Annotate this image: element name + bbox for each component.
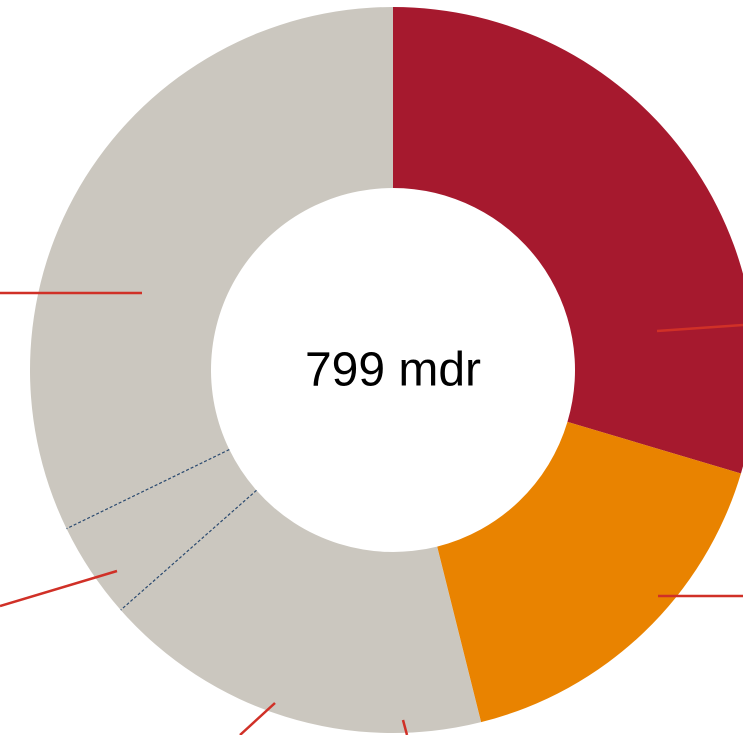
leader-line bbox=[0, 569, 118, 608]
segment-separator bbox=[120, 489, 257, 611]
donut-segment bbox=[29, 7, 393, 529]
donut-segment bbox=[437, 421, 741, 723]
leader-line bbox=[401, 719, 409, 735]
donut-segment bbox=[120, 490, 482, 733]
center-label: 799 mdr bbox=[305, 344, 481, 397]
leader-line bbox=[239, 702, 276, 735]
leader-line bbox=[656, 323, 743, 333]
segment-separator bbox=[66, 449, 230, 530]
leader-lines bbox=[0, 291, 743, 735]
segments bbox=[29, 7, 743, 733]
donut-segment bbox=[393, 7, 743, 474]
donut-segment bbox=[66, 449, 257, 611]
